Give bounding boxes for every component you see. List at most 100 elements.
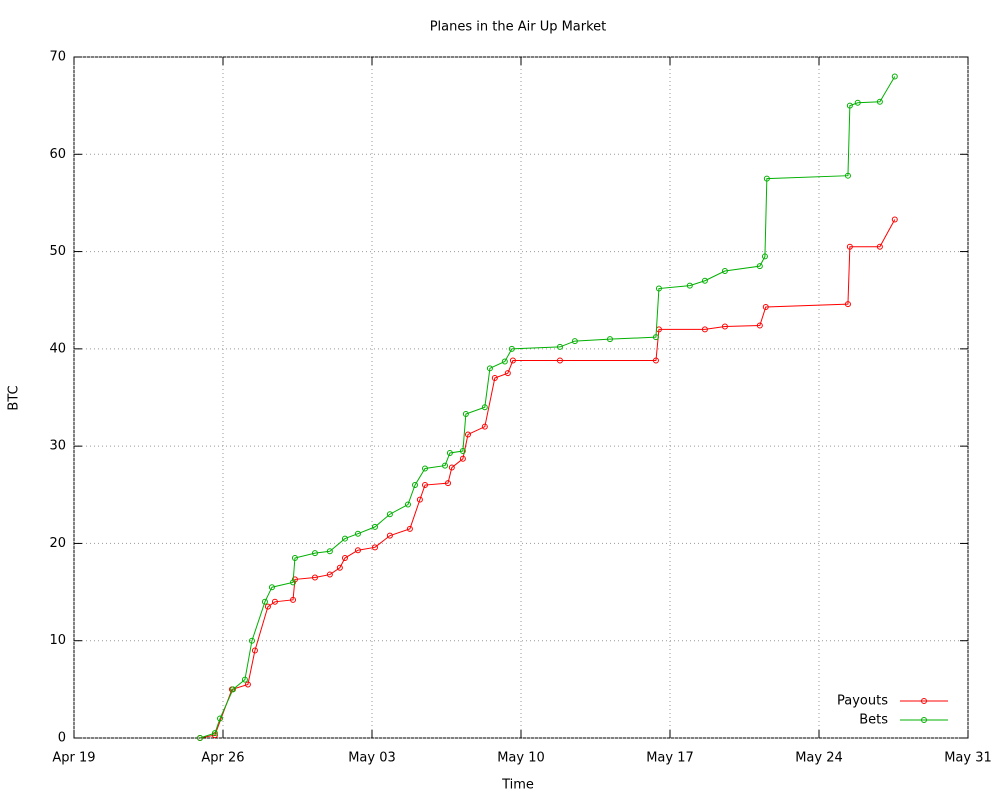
data-point (459, 455, 466, 462)
x-axis-label: Time (501, 778, 534, 793)
data-point (846, 102, 853, 109)
data-point (509, 357, 516, 364)
data-point (197, 735, 204, 741)
data-point (422, 482, 429, 489)
data-point (354, 530, 361, 537)
series-line (199, 219, 896, 739)
data-point (481, 423, 488, 430)
data-point (655, 285, 662, 292)
data-point (341, 555, 348, 562)
data-point (571, 338, 578, 345)
data-point (326, 548, 333, 555)
data-point (701, 277, 708, 284)
x-tick-label: May 03 (348, 751, 396, 766)
y-tick-label: 50 (49, 244, 66, 259)
x-tick-label: May 10 (497, 751, 545, 766)
data-point (404, 501, 411, 508)
data-point (652, 334, 659, 341)
y-tick-label: 30 (49, 439, 66, 454)
data-point (761, 253, 768, 260)
y-tick-label: 20 (49, 536, 66, 551)
data-point (876, 243, 883, 250)
data-point (416, 496, 423, 503)
data-point (444, 480, 451, 487)
legend-marker (921, 698, 927, 704)
data-point (501, 358, 508, 365)
data-point (354, 547, 361, 554)
data-point (311, 574, 318, 581)
data-point (248, 637, 255, 644)
y-axis-label: BTC (7, 385, 22, 410)
data-point (326, 571, 333, 578)
y-tick-label: 70 (49, 50, 66, 65)
data-point (686, 282, 693, 289)
data-point (448, 464, 455, 471)
data-point (652, 357, 659, 364)
data-point (504, 370, 511, 377)
data-point (462, 411, 469, 418)
data-point (230, 686, 237, 693)
data-point (508, 345, 515, 352)
data-point (261, 598, 268, 605)
y-tick-label: 40 (49, 341, 66, 356)
data-point (341, 535, 348, 542)
data-point (844, 301, 851, 308)
data-point (756, 263, 763, 270)
data-point (211, 730, 218, 737)
data-point (756, 322, 763, 329)
data-point (311, 550, 318, 557)
data-point (371, 544, 378, 551)
data-point (336, 564, 343, 571)
legend-label: Bets (859, 713, 888, 728)
data-point (290, 596, 297, 603)
y-tick-label: 0 (58, 731, 66, 746)
data-point (244, 681, 251, 688)
data-point (442, 462, 449, 469)
data-point (891, 216, 898, 223)
data-point (491, 375, 498, 382)
data-point (251, 647, 258, 654)
data-point (217, 715, 224, 722)
data-point (422, 465, 429, 472)
data-point (763, 175, 770, 182)
data-point (606, 336, 613, 343)
data-point (721, 323, 728, 330)
data-point (290, 579, 297, 586)
data-point (291, 555, 298, 562)
legend-label: Payouts (837, 694, 888, 709)
data-point (406, 525, 413, 532)
data-point (556, 343, 563, 350)
data-point (486, 365, 493, 372)
data-point (464, 431, 471, 438)
legend-marker (921, 717, 927, 723)
data-point (481, 404, 488, 411)
data-point (459, 448, 466, 455)
data-point (241, 676, 248, 683)
data-point (762, 304, 769, 311)
chart-title: Planes in the Air Up Market (430, 20, 607, 35)
data-point (721, 268, 728, 275)
x-tick-label: May 31 (944, 751, 992, 766)
x-tick-label: Apr 19 (52, 751, 95, 766)
x-tick-label: May 17 (646, 751, 694, 766)
data-point (264, 603, 271, 610)
x-tick-label: May 24 (795, 751, 843, 766)
data-point (271, 598, 278, 605)
x-tick-label: Apr 26 (201, 751, 244, 766)
data-point (701, 326, 708, 333)
data-point (846, 243, 853, 250)
data-point (371, 523, 378, 530)
data-point (854, 99, 861, 106)
data-point (556, 357, 563, 364)
data-point (891, 73, 898, 80)
y-tick-label: 60 (49, 147, 66, 162)
y-tick-label: 10 (49, 633, 66, 648)
data-point (411, 482, 418, 489)
series-line (199, 76, 896, 739)
data-point (876, 98, 883, 105)
data-point (446, 449, 453, 456)
data-point (844, 172, 851, 179)
data-point (386, 511, 393, 518)
data-point (386, 532, 393, 539)
